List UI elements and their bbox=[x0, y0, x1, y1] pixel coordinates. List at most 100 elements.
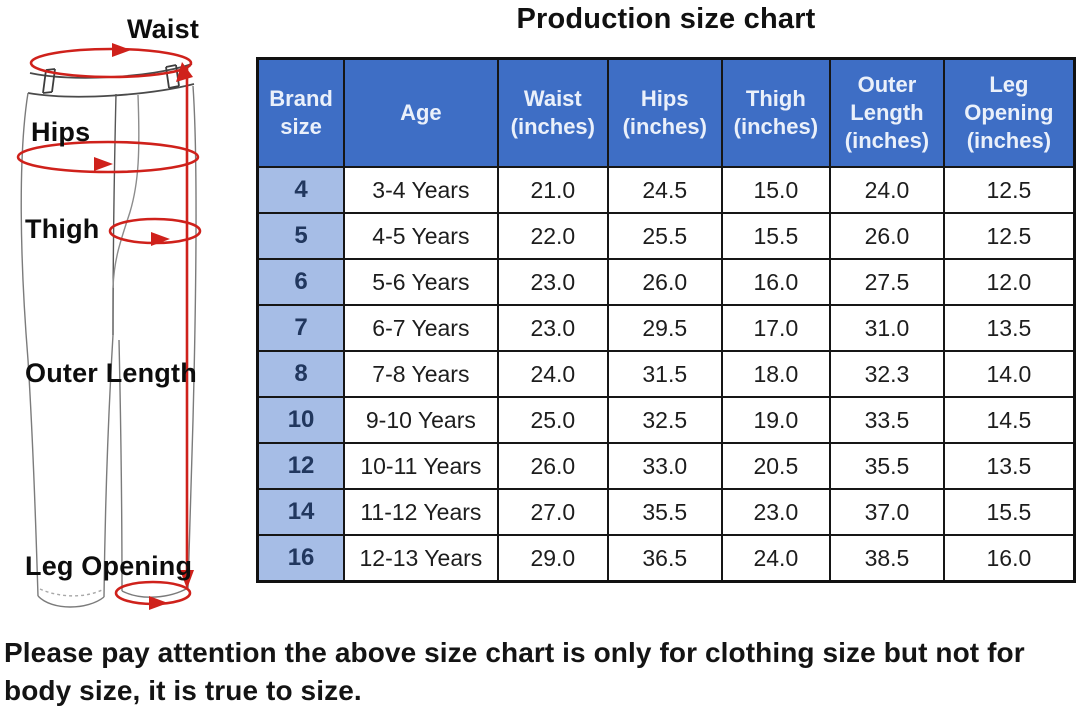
cell-waist: 21.0 bbox=[496, 166, 609, 214]
cell-outer-length: 37.0 bbox=[829, 488, 945, 536]
outer-length-top-arrow-icon bbox=[176, 62, 193, 82]
cell-waist: 22.0 bbox=[496, 212, 609, 260]
cell-hips: 26.0 bbox=[606, 258, 723, 306]
cell-outer-length: 33.5 bbox=[829, 396, 945, 444]
cell-waist: 27.0 bbox=[496, 488, 609, 536]
cell-brand-size: 10 bbox=[256, 396, 346, 444]
page-title: Production size chart bbox=[516, 3, 816, 35]
cell-waist: 29.0 bbox=[496, 534, 609, 583]
col-header-age: Age bbox=[343, 57, 499, 168]
table-row: 14 11-12 Years 27.0 35.5 23.0 37.0 15.5 bbox=[256, 488, 1076, 536]
cell-hips: 36.5 bbox=[606, 534, 723, 583]
cell-brand-size: 7 bbox=[256, 304, 346, 352]
cell-leg-opening: 14.5 bbox=[942, 396, 1076, 444]
cell-leg-opening: 12.5 bbox=[942, 212, 1076, 260]
hips-ellipse bbox=[16, 140, 200, 174]
cell-leg-opening: 16.0 bbox=[942, 534, 1076, 583]
thigh-arrow-icon bbox=[151, 232, 170, 246]
cell-leg-opening: 14.0 bbox=[942, 350, 1076, 398]
pants-outline bbox=[20, 63, 197, 608]
table-row: 16 12-13 Years 29.0 36.5 24.0 38.5 16.0 bbox=[256, 534, 1076, 583]
table-row: 10 9-10 Years 25.0 32.5 19.0 33.5 14.5 bbox=[256, 396, 1076, 444]
cell-leg-opening: 12.5 bbox=[942, 166, 1076, 214]
cell-thigh: 17.0 bbox=[720, 304, 832, 352]
table-row: 7 6-7 Years 23.0 29.5 17.0 31.0 13.5 bbox=[256, 304, 1076, 352]
cell-age: 11-12 Years bbox=[343, 488, 499, 536]
cell-hips: 25.5 bbox=[606, 212, 723, 260]
cell-waist: 26.0 bbox=[496, 442, 609, 490]
cell-brand-size: 4 bbox=[256, 166, 346, 214]
footnote-text: Please pay attention the above size char… bbox=[4, 637, 1025, 706]
hips-label: Hips bbox=[31, 117, 91, 147]
col-header-brand-size: Brand size bbox=[256, 57, 346, 168]
cell-age: 5-6 Years bbox=[343, 258, 499, 306]
cell-age: 6-7 Years bbox=[343, 304, 499, 352]
waist-label: Waist bbox=[127, 14, 200, 44]
cell-thigh: 16.0 bbox=[720, 258, 832, 306]
cell-leg-opening: 13.5 bbox=[942, 442, 1076, 490]
cell-waist: 23.0 bbox=[496, 258, 609, 306]
cell-thigh: 18.0 bbox=[720, 350, 832, 398]
thigh-label: Thigh bbox=[25, 214, 100, 244]
cell-brand-size: 16 bbox=[256, 534, 346, 583]
cell-age: 9-10 Years bbox=[343, 396, 499, 444]
cell-hips: 35.5 bbox=[606, 488, 723, 536]
cell-thigh: 20.5 bbox=[720, 442, 832, 490]
cell-brand-size: 6 bbox=[256, 258, 346, 306]
cell-hips: 32.5 bbox=[606, 396, 723, 444]
cell-waist: 23.0 bbox=[496, 304, 609, 352]
leg-opening-label: Leg Opening bbox=[25, 551, 193, 581]
col-header-thigh: Thigh (inches) bbox=[720, 57, 832, 168]
col-header-hips: Hips (inches) bbox=[606, 57, 723, 168]
cell-hips: 24.5 bbox=[606, 166, 723, 214]
table-row: 5 4-5 Years 22.0 25.5 15.5 26.0 12.5 bbox=[256, 212, 1076, 260]
table-row: 8 7-8 Years 24.0 31.5 18.0 32.3 14.0 bbox=[256, 350, 1076, 398]
col-header-waist: Waist (inches) bbox=[496, 57, 609, 168]
outer-length-label: Outer Length bbox=[25, 358, 197, 388]
cell-thigh: 19.0 bbox=[720, 396, 832, 444]
col-header-outer-length: Outer Length (inches) bbox=[829, 57, 945, 168]
cell-hips: 29.5 bbox=[606, 304, 723, 352]
size-chart-table: Brand size Age Waist (inches) Hips (inch… bbox=[256, 57, 1076, 583]
cell-thigh: 24.0 bbox=[720, 534, 832, 583]
leg-opening-arrow-icon bbox=[149, 596, 168, 610]
cell-leg-opening: 12.0 bbox=[942, 258, 1076, 306]
waist-ellipse bbox=[29, 47, 193, 79]
cell-outer-length: 26.0 bbox=[829, 212, 945, 260]
cell-leg-opening: 13.5 bbox=[942, 304, 1076, 352]
cell-hips: 33.0 bbox=[606, 442, 723, 490]
cell-outer-length: 31.0 bbox=[829, 304, 945, 352]
cell-thigh: 15.5 bbox=[720, 212, 832, 260]
outer-length-bottom-arrow-icon bbox=[180, 570, 194, 589]
table-row: 6 5-6 Years 23.0 26.0 16.0 27.5 12.0 bbox=[256, 258, 1076, 306]
table-row: 4 3-4 Years 21.0 24.5 15.0 24.0 12.5 bbox=[256, 166, 1076, 214]
cell-age: 12-13 Years bbox=[343, 534, 499, 583]
cell-age: 10-11 Years bbox=[343, 442, 499, 490]
cell-waist: 25.0 bbox=[496, 396, 609, 444]
pants-diagram: Waist Hips Thigh Outer Length Leg Openin… bbox=[0, 0, 256, 632]
header-row: Brand size Age Waist (inches) Hips (inch… bbox=[256, 57, 1076, 168]
waist-arrow-icon bbox=[112, 43, 131, 57]
cell-age: 3-4 Years bbox=[343, 166, 499, 214]
cell-outer-length: 27.5 bbox=[829, 258, 945, 306]
cell-thigh: 23.0 bbox=[720, 488, 832, 536]
cell-leg-opening: 15.5 bbox=[942, 488, 1076, 536]
cell-outer-length: 35.5 bbox=[829, 442, 945, 490]
cell-brand-size: 5 bbox=[256, 212, 346, 260]
cell-brand-size: 14 bbox=[256, 488, 346, 536]
cell-waist: 24.0 bbox=[496, 350, 609, 398]
hips-arrow-icon bbox=[94, 157, 113, 171]
table-row: 12 10-11 Years 26.0 33.0 20.5 35.5 13.5 bbox=[256, 442, 1076, 490]
cell-outer-length: 24.0 bbox=[829, 166, 945, 214]
cell-thigh: 15.0 bbox=[720, 166, 832, 214]
cell-age: 7-8 Years bbox=[343, 350, 499, 398]
cell-brand-size: 8 bbox=[256, 350, 346, 398]
cell-outer-length: 32.3 bbox=[829, 350, 945, 398]
measurement-arrowheads bbox=[94, 43, 194, 610]
cell-outer-length: 38.5 bbox=[829, 534, 945, 583]
cell-brand-size: 12 bbox=[256, 442, 346, 490]
col-header-leg-opening: Leg Opening (inches) bbox=[942, 57, 1076, 168]
pants-illustration-svg bbox=[16, 43, 202, 610]
cell-age: 4-5 Years bbox=[343, 212, 499, 260]
